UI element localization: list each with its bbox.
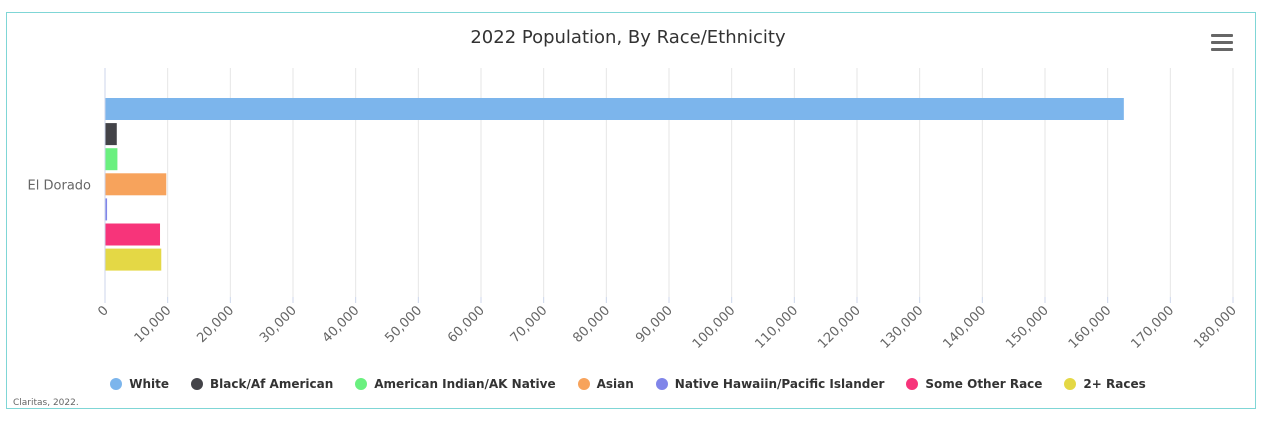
legend-label: Black/Af American <box>210 377 334 391</box>
legend-label: Some Other Race <box>925 377 1043 391</box>
bar-native-hawaiin-pacific-islander[interactable] <box>105 198 108 221</box>
legend-item[interactable]: Black/Af American <box>191 377 333 391</box>
bar-black-af-american[interactable] <box>105 123 117 146</box>
x-tick-label: 20,000 <box>194 303 237 346</box>
legend-marker-icon <box>1064 378 1077 390</box>
x-tick-label: 110,000 <box>753 303 802 352</box>
x-tick-label: 180,000 <box>1191 303 1240 352</box>
legend-item[interactable]: Some Other Race <box>906 377 1042 391</box>
x-tick-label: 40,000 <box>320 303 363 346</box>
legend-label: American Indian/AK Native <box>374 377 556 391</box>
legend-item[interactable]: American Indian/AK Native <box>355 377 556 391</box>
legend-item[interactable]: 2+ Races <box>1064 377 1146 391</box>
legend-marker-icon <box>110 378 123 390</box>
bar-asian[interactable] <box>105 173 167 196</box>
chart-container <box>6 12 1256 409</box>
legend-label: White <box>129 377 170 391</box>
x-tick-label: 30,000 <box>257 303 300 346</box>
legend-item[interactable]: Asian <box>577 377 634 391</box>
x-tick-label: 150,000 <box>1003 303 1052 352</box>
chart-legend: White Black/Af American American Indian/AK… <box>0 377 1256 391</box>
hamburger-menu-icon[interactable] <box>1206 30 1238 56</box>
x-tick-label: 160,000 <box>1066 303 1115 352</box>
bar-american-indian-ak-native[interactable] <box>105 148 118 171</box>
x-tick-label: 70,000 <box>508 303 551 346</box>
legend-marker-icon <box>655 378 668 390</box>
credits-text: Claritas, 2022. <box>13 398 79 408</box>
x-tick-label: 140,000 <box>941 303 990 352</box>
bar-white[interactable] <box>105 98 1124 120</box>
x-tick-label: 60,000 <box>445 303 488 346</box>
bar-2-races[interactable] <box>105 248 162 271</box>
legend-label: Asian <box>596 377 634 391</box>
x-tick-label: 10,000 <box>132 303 175 346</box>
legend-marker-icon <box>355 378 368 390</box>
legend-marker-icon <box>191 378 204 390</box>
legend-marker-icon <box>577 378 590 390</box>
legend-marker-icon <box>906 378 919 390</box>
x-tick-label: 130,000 <box>878 303 927 352</box>
x-tick-label: 100,000 <box>690 303 739 352</box>
x-tick-label: 90,000 <box>633 303 676 346</box>
category-label: El Dorado <box>28 179 91 194</box>
bar-some-other-race[interactable] <box>105 223 161 246</box>
x-tick-label: 0 <box>95 303 111 319</box>
chart-title: 2022 Population, By Race/Ethnicity <box>470 27 786 48</box>
x-tick-label: 170,000 <box>1129 303 1178 352</box>
legend-label: Native Hawaiin/Pacific Islander <box>674 377 885 391</box>
x-tick-label: 50,000 <box>382 303 425 346</box>
legend-label: 2+ Races <box>1083 377 1146 391</box>
x-tick-label: 120,000 <box>815 303 864 352</box>
x-tick-label: 80,000 <box>570 303 613 346</box>
legend-item[interactable]: Native Hawaiin/Pacific Islander <box>655 377 885 391</box>
legend-item[interactable]: White <box>110 377 169 391</box>
